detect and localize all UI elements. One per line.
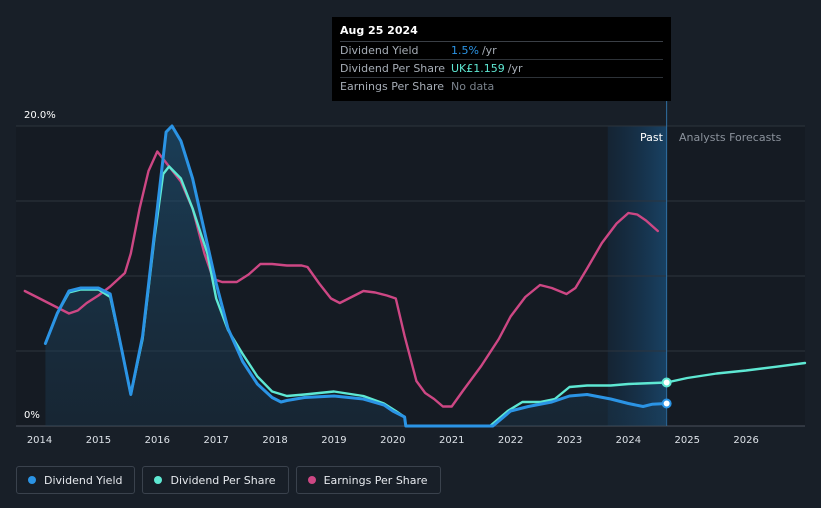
y-tick-label-bottom: 0% [24,410,40,421]
legend-label: Dividend Yield [44,473,123,487]
tooltip-date: Aug 25 2024 [340,23,663,42]
x-tick-label: 2015 [86,435,111,446]
legend-item-dividend-yield[interactable]: Dividend Yield [16,466,136,494]
x-tick-label: 2017 [203,435,228,446]
tooltip-label: Dividend Yield [340,44,419,57]
series-line-dividend-yield [43,124,669,428]
tooltip-value: 1.5% [451,44,479,57]
legend-dot-icon [28,476,36,484]
tooltip-row-earnings-per-share: Earnings Per Share No data [340,78,663,95]
tooltip-label: Earnings Per Share [340,80,445,93]
x-tick-label: 2021 [439,435,464,446]
x-tick-label: 2022 [498,435,523,446]
x-tick-label: 2018 [262,435,287,446]
tooltip-row-dividend-per-share: Dividend Per Share UK£1.159 /yr [340,60,663,78]
legend: Dividend Yield Dividend Per Share Earnin… [16,466,441,494]
x-tick-label: 2026 [733,435,758,446]
legend-item-dividend-per-share[interactable]: Dividend Per Share [142,466,289,494]
marker-dividend-per-share [661,377,672,388]
legend-label: Earnings Per Share [323,473,428,487]
x-tick-label: 2019 [321,435,346,446]
legend-label: Dividend Per Share [170,473,276,487]
legend-dot-icon [307,476,316,484]
tooltip-label: Dividend Per Share [340,62,446,75]
legend-item-earnings-per-share[interactable]: Earnings Per Share [295,466,441,494]
past-label: Past [640,131,663,144]
tooltip-unit: /yr [507,62,523,75]
x-tick-label: 2020 [380,435,405,446]
tooltip-row-dividend-yield: Dividend Yield 1.5% /yr [340,42,663,60]
x-tick-label: 2024 [616,435,641,446]
x-tick-label: 2025 [675,435,700,446]
marker-dividend-yield [661,398,672,409]
y-tick-label-top: 20.0% [24,110,56,121]
x-tick-label: 2016 [145,435,170,446]
tooltip-value: UK£1.159 [451,62,505,75]
analysts-forecasts-label: Analysts Forecasts [679,131,782,144]
tooltip: Aug 25 2024 Dividend Yield 1.5% /yr Divi… [332,17,671,101]
x-tick-label: 2023 [557,435,582,446]
series-line-earnings-per-share [23,150,659,408]
tooltip-nodata: No data [451,80,495,93]
dividend-yield-area [45,126,667,426]
tooltip-unit: /yr [481,44,497,57]
legend-dot-icon [154,476,163,484]
x-tick-label: 2014 [27,435,52,446]
